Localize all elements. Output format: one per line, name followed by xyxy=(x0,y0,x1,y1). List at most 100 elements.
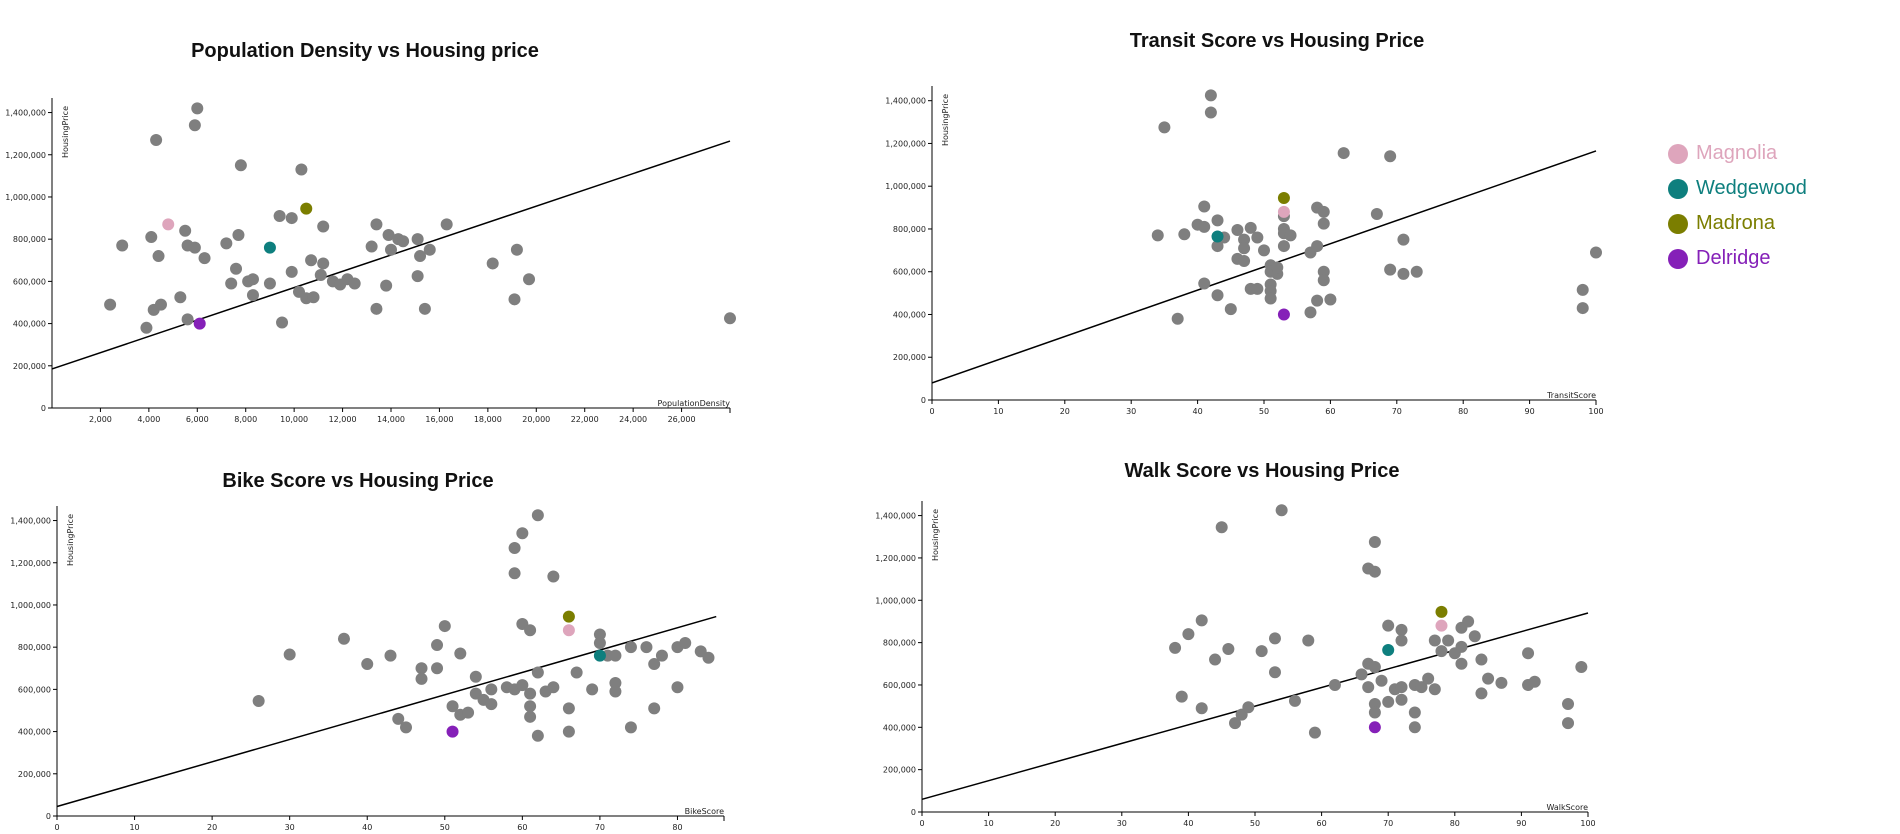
y-tick-label: 200,000 xyxy=(18,770,51,779)
y-tick-label: 200,000 xyxy=(893,353,926,362)
data-point xyxy=(1182,628,1195,641)
data-point xyxy=(1428,683,1441,696)
y-tick-label: 200,000 xyxy=(13,362,46,371)
data-point xyxy=(1375,674,1388,687)
y-tick-label: 1,200,000 xyxy=(10,559,51,568)
y-tick-label: 600,000 xyxy=(18,685,51,694)
data-point xyxy=(593,636,606,649)
data-point xyxy=(1231,224,1244,237)
x-tick-label: 50 xyxy=(1259,407,1269,416)
data-point xyxy=(516,527,529,540)
y-tick-label: 400,000 xyxy=(18,728,51,737)
data-point xyxy=(370,302,383,315)
data-point xyxy=(510,243,523,256)
highlight-point-magnolia xyxy=(1277,205,1290,218)
y-tick-label: 200,000 xyxy=(883,766,916,775)
data-point xyxy=(531,729,544,742)
highlight-point-wedgewood xyxy=(593,649,606,662)
chart-title: Bike Score vs Housing Price xyxy=(222,470,493,492)
data-point xyxy=(1204,89,1217,102)
data-point xyxy=(1238,242,1251,255)
data-point xyxy=(1408,721,1421,734)
data-point xyxy=(1198,200,1211,213)
data-point xyxy=(609,649,622,662)
data-point xyxy=(380,279,393,292)
data-point xyxy=(1317,205,1330,218)
y-tick-label: 400,000 xyxy=(893,310,926,319)
data-point xyxy=(392,712,405,725)
data-point xyxy=(485,698,498,711)
data-point xyxy=(263,277,276,290)
data-point xyxy=(462,706,475,719)
data-point xyxy=(285,212,298,225)
data-point xyxy=(1482,672,1495,685)
legend-swatch-wedgewood xyxy=(1668,178,1688,199)
x-tick-label: 26,000 xyxy=(668,415,696,424)
data-point xyxy=(547,570,560,583)
highlight-point-magnolia xyxy=(162,218,175,231)
data-point xyxy=(1355,668,1368,681)
legend-swatch-madrona xyxy=(1668,213,1688,234)
data-point xyxy=(1198,277,1211,290)
data-point xyxy=(1209,653,1222,666)
data-point xyxy=(1251,282,1264,295)
data-point xyxy=(1258,244,1270,257)
y-axis-label: HousingPrice xyxy=(941,94,950,146)
data-point xyxy=(1337,147,1350,160)
data-point xyxy=(1204,106,1217,119)
data-point xyxy=(640,641,653,654)
data-point xyxy=(1277,240,1290,253)
data-point xyxy=(1158,121,1171,134)
x-tick-label: 24,000 xyxy=(619,415,647,424)
data-point xyxy=(1244,221,1257,234)
data-point xyxy=(1370,208,1383,220)
data-point xyxy=(283,648,296,661)
data-point xyxy=(562,702,575,715)
data-point xyxy=(1576,283,1589,296)
data-point xyxy=(524,624,537,637)
data-point xyxy=(246,273,259,286)
x-tick-label: 80 xyxy=(1450,819,1460,828)
highlight-point-delridge xyxy=(446,725,459,738)
x-tick-label: 50 xyxy=(440,823,450,832)
data-point xyxy=(415,662,428,675)
data-point xyxy=(1304,306,1317,319)
data-point xyxy=(191,102,204,115)
data-point xyxy=(276,316,289,329)
y-tick-label: 800,000 xyxy=(883,639,916,648)
y-tick-label: 1,200,000 xyxy=(875,554,916,563)
data-point xyxy=(1575,660,1588,673)
data-point xyxy=(547,681,560,694)
data-point xyxy=(446,700,459,713)
y-tick-label: 1,200,000 xyxy=(885,139,926,148)
data-point xyxy=(1255,645,1268,658)
data-point xyxy=(508,541,521,554)
trend-line xyxy=(56,615,717,808)
data-point xyxy=(431,639,444,652)
data-point xyxy=(1368,706,1381,719)
data-point xyxy=(1576,302,1589,315)
x-tick-label: 12,000 xyxy=(329,415,357,424)
data-point xyxy=(1442,634,1455,647)
trend-line xyxy=(921,612,1589,801)
data-point xyxy=(702,651,715,664)
data-point xyxy=(1384,150,1397,163)
data-point xyxy=(116,239,129,252)
data-point xyxy=(609,685,622,698)
y-tick-label: 800,000 xyxy=(893,225,926,234)
y-axis-label: HousingPrice xyxy=(66,514,75,566)
data-point xyxy=(485,683,498,696)
neighborhood-legend: Magnolia Wedgewood Madrona Delridge xyxy=(1668,136,1888,276)
y-tick-label: 1,200,000 xyxy=(5,151,46,160)
data-point xyxy=(1308,726,1321,739)
data-point xyxy=(295,163,308,176)
data-point xyxy=(361,658,374,671)
data-point xyxy=(150,133,163,146)
data-point xyxy=(140,321,153,334)
highlight-point-magnolia xyxy=(562,624,575,637)
data-point xyxy=(516,679,529,692)
x-tick-label: 6,000 xyxy=(186,415,209,424)
data-point xyxy=(531,666,544,679)
data-point xyxy=(1395,623,1408,636)
x-tick-label: 40 xyxy=(1183,819,1193,828)
